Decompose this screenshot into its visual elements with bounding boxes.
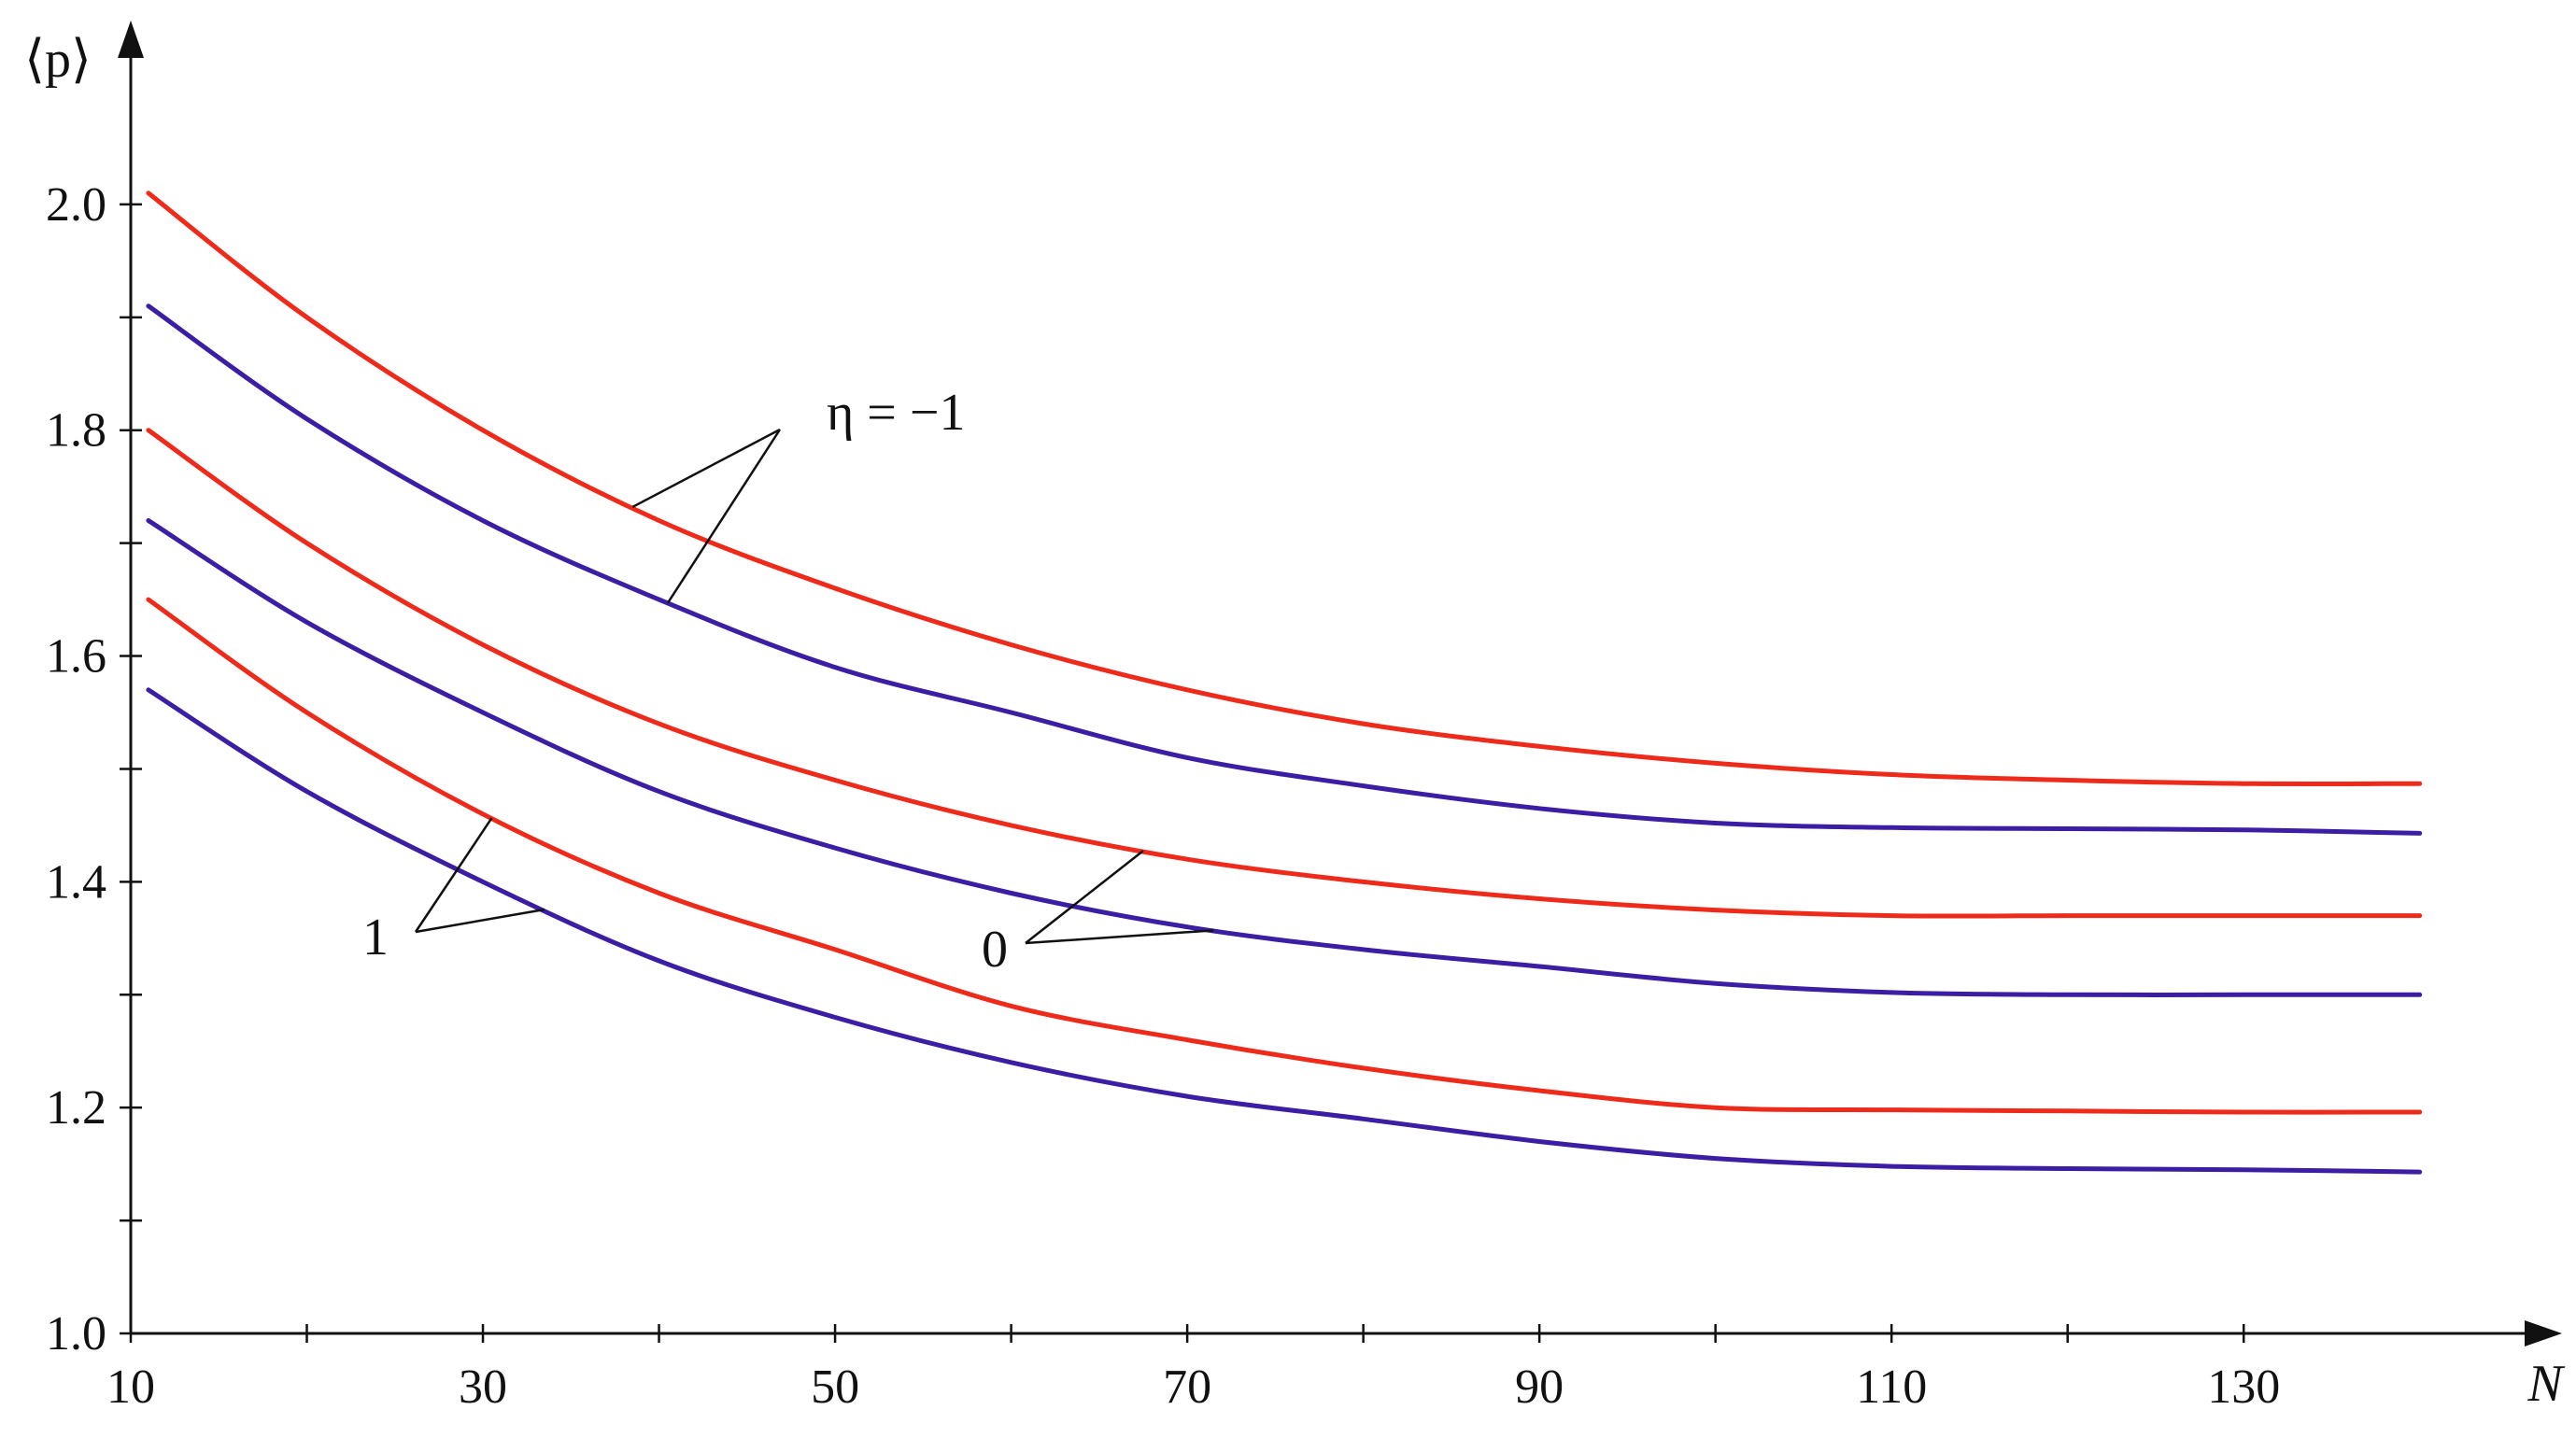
annotation-leader-line [1025,929,1214,945]
y-tick-label: 1.0 [46,1307,106,1360]
x-tick-label: 110 [1856,1360,1927,1414]
x-tick-label: 90 [1515,1360,1564,1414]
y-tick-label: 1.4 [46,855,106,909]
x-tick-label: 130 [2207,1360,2280,1414]
x-tick-label: 10 [106,1360,155,1414]
annotation-label: η = −1 [827,384,965,442]
x-tick-label: 70 [1163,1360,1211,1414]
y-axis-arrow-icon [118,21,144,58]
series-line-3-red [146,428,2423,919]
y-tick-label: 2.0 [46,178,106,232]
annotation-leader-line [666,429,782,604]
annotations: η = −1 0 1 [362,384,1214,979]
y-axis-title: ⟨p⟩ [24,31,92,89]
series-line-6-blue [146,687,2423,1175]
x-tick-label: 50 [811,1360,859,1414]
x-axis-arrow-icon [2525,1320,2562,1346]
y-tick-label: 1.6 [46,630,106,684]
annotation-leader-line [415,908,545,934]
series-line-1-red [146,190,2423,786]
y-tick-label: 1.2 [46,1081,106,1135]
series-line-4-blue [146,518,2423,997]
x-axis-title: N [2526,1355,2565,1413]
annotation-leader-line [414,817,493,933]
series [146,190,2423,1175]
annotation-leader-line [1025,850,1144,944]
series-line-2-blue [146,303,2423,836]
series-line-5-red [146,597,2423,1115]
annotation-leader-line [631,428,781,509]
axes: N ⟨p⟩ [24,21,2565,1413]
y-tick-label: 1.8 [46,404,106,458]
annotation-label: 0 [982,921,1008,979]
x-tick-label: 30 [459,1360,507,1414]
annotation-label: 1 [362,909,389,966]
